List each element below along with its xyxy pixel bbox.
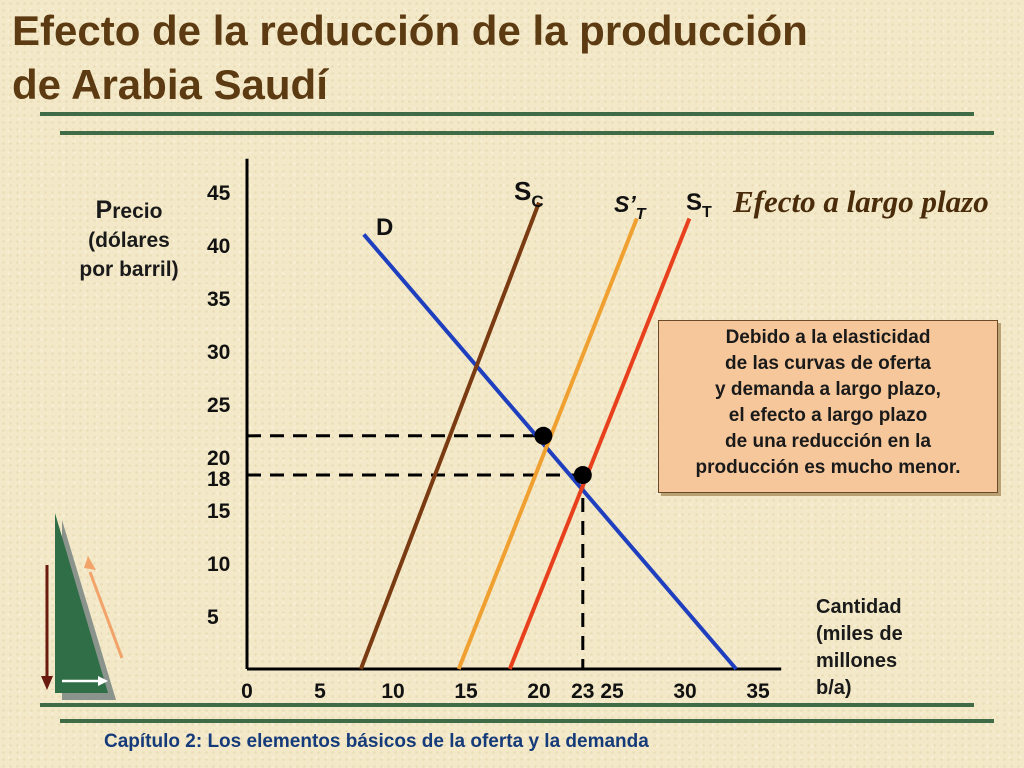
y-axis-label: Precio (dólares por barril) bbox=[60, 196, 198, 284]
y-tick-label: 20 bbox=[207, 447, 230, 470]
y-tick-label: 45 bbox=[207, 182, 231, 205]
x-tick-label: 15 bbox=[454, 680, 478, 703]
x-tick-label: 23 bbox=[571, 680, 594, 703]
equilibrium-point-0 bbox=[534, 426, 553, 445]
y-axis-label-line3: por barril) bbox=[79, 258, 179, 281]
title-divider bbox=[40, 112, 974, 116]
x-axis-label: Cantidad (miles de millones b/a) bbox=[816, 596, 903, 699]
y-tick-label: 18 bbox=[207, 468, 231, 491]
title-divider-lower bbox=[60, 131, 994, 135]
x-tick-label: 30 bbox=[673, 680, 696, 703]
series-line-1 bbox=[359, 201, 541, 670]
long-run-annotation: Efecto a largo plazo bbox=[733, 184, 989, 219]
y-axis-label-initial: P bbox=[95, 196, 113, 224]
explanation-note: Debido a la elasticidad de las curvas de… bbox=[658, 320, 998, 493]
y-tick-label: 5 bbox=[207, 606, 219, 629]
label-st-prime: S’T bbox=[614, 191, 647, 223]
triangle-decoration bbox=[41, 513, 124, 700]
footer-divider-lower bbox=[60, 719, 994, 723]
y-tick-label: 25 bbox=[207, 394, 231, 417]
equilibrium-point-1 bbox=[573, 466, 592, 485]
slide-title: Efecto de la reducción de la producción … bbox=[12, 7, 808, 108]
footer-text: Capítulo 2: Los elementos básicos de la … bbox=[104, 731, 649, 752]
y-tick-label: 40 bbox=[207, 235, 230, 258]
x-tick-label: 0 bbox=[241, 680, 253, 703]
x-tick-label: 10 bbox=[381, 680, 404, 703]
y-tick-label: 15 bbox=[207, 500, 231, 523]
label-sc: SC bbox=[514, 176, 544, 211]
y-tick-label: 10 bbox=[207, 553, 230, 576]
x-tick-label: 25 bbox=[600, 680, 624, 703]
series-line-3 bbox=[507, 217, 692, 670]
x-tick-label: 20 bbox=[527, 680, 550, 703]
y-axis-label-rest: recio bbox=[112, 200, 163, 223]
label-d: D bbox=[376, 214, 393, 241]
x-tick-label: 35 bbox=[746, 680, 770, 703]
label-st: ST bbox=[686, 189, 712, 221]
x-tick-label: 5 bbox=[314, 680, 326, 703]
series-line-2 bbox=[456, 217, 639, 670]
y-axis-label-line2: (dólares bbox=[88, 229, 170, 252]
y-tick-label: 35 bbox=[207, 288, 231, 311]
y-tick-label: 30 bbox=[207, 341, 230, 364]
footer-divider bbox=[40, 703, 974, 707]
series-line-0 bbox=[362, 233, 738, 671]
